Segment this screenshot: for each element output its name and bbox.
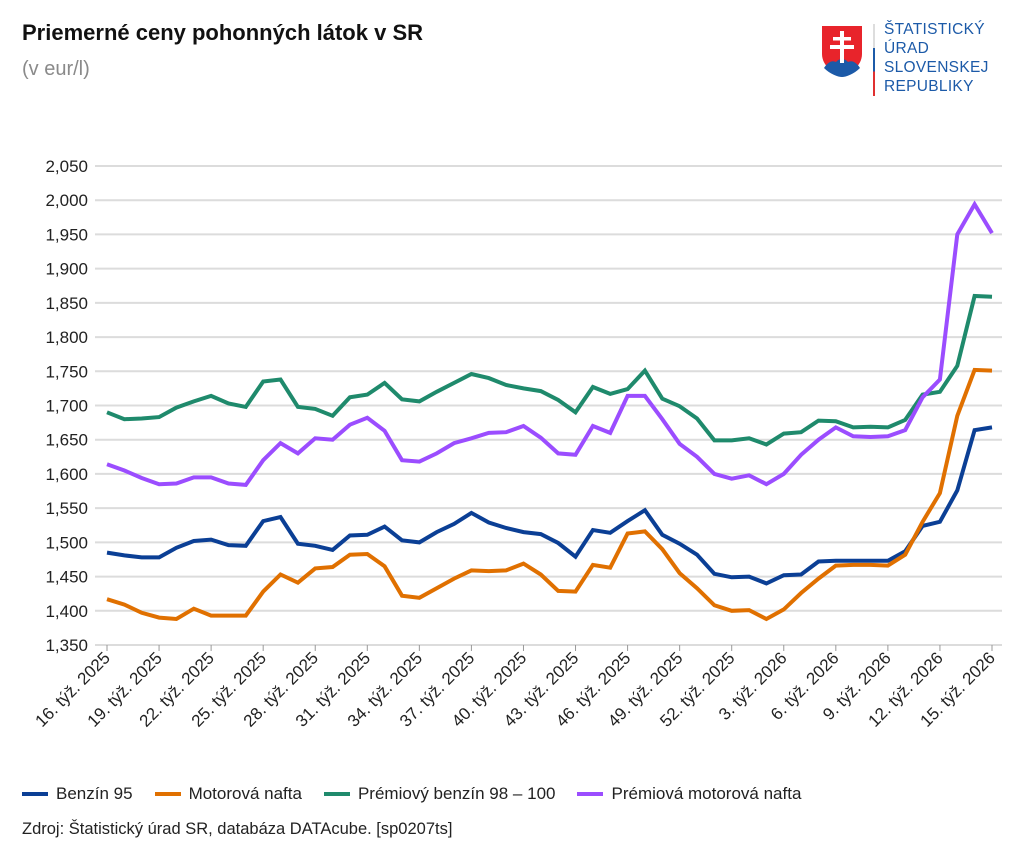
series-line-1 — [106, 367, 993, 622]
legend-item-premiovy-benzin: Prémiový benzín 98 – 100 — [323, 784, 556, 804]
legend-label: Motorová nafta — [188, 784, 302, 803]
series-line-0 — [106, 425, 993, 586]
legend-item-premiova-nafta: Prémiová motorová nafta — [577, 784, 801, 804]
legend-swatch — [154, 792, 181, 796]
y-tick-label: 1,350 — [45, 636, 88, 655]
y-tick-label: 1,450 — [45, 568, 88, 587]
source-note: Zdroj: Štatistický úrad SR, databáza DAT… — [22, 820, 453, 838]
y-tick-label: 1,700 — [45, 397, 88, 416]
legend-swatch — [577, 792, 604, 796]
logo-divider — [873, 24, 875, 96]
y-tick-label: 1,600 — [45, 465, 88, 484]
legend-label: Prémiový benzín 98 – 100 — [357, 784, 556, 803]
y-tick-label: 1,850 — [45, 294, 88, 313]
legend-item-motorova-nafta: Motorová nafta — [154, 784, 302, 804]
series-line-3 — [106, 200, 994, 487]
y-tick-label: 2,050 — [45, 157, 88, 176]
statistical-office-logo: ŠTATISTICKÝ ÚRAD SLOVENSKEJ REPUBLIKY — [818, 20, 1008, 98]
logo-line: ÚRAD — [884, 40, 930, 57]
legend-swatch — [22, 792, 48, 796]
y-tick-label: 1,950 — [45, 225, 88, 244]
logo-line: SLOVENSKEJ — [884, 59, 989, 76]
slovak-coat-of-arms-icon — [822, 26, 862, 77]
legend-item-benzin-95: Benzín 95 — [22, 784, 133, 804]
y-tick-label: 1,800 — [45, 328, 88, 347]
y-tick-label: 1,900 — [45, 260, 88, 279]
y-tick-label: 1,400 — [45, 602, 88, 621]
y-tick-label: 1,500 — [45, 533, 88, 552]
y-tick-label: 1,650 — [45, 431, 88, 450]
logo-line: REPUBLIKY — [884, 78, 974, 95]
legend-label: Prémiová motorová nafta — [611, 784, 802, 803]
logo-text: ŠTATISTICKÝ ÚRAD SLOVENSKEJ REPUBLIKY — [884, 20, 989, 96]
logo-line: ŠTATISTICKÝ — [884, 21, 985, 38]
chart-subtitle: (v eur/l) — [22, 58, 90, 80]
y-tick-label: 1,550 — [45, 499, 88, 518]
series-line-2 — [106, 293, 993, 447]
legend-swatch — [323, 792, 350, 796]
legend: Benzín 95 Motorová nafta Prémiový benzín… — [22, 784, 801, 804]
y-tick-label: 1,750 — [45, 362, 88, 381]
y-tick-label: 2,000 — [45, 191, 88, 210]
legend-label: Benzín 95 — [56, 784, 133, 803]
chart-title: Priemerné ceny pohonných látok v SR — [22, 20, 424, 45]
